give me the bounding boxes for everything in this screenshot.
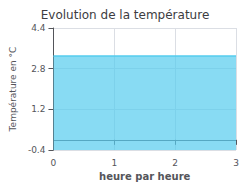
- svg-text:Evolution de la température: Evolution de la température: [41, 8, 210, 22]
- svg-text:heure par heure: heure par heure: [99, 171, 190, 182]
- svg-text:1: 1: [111, 158, 117, 168]
- svg-text:0: 0: [51, 158, 57, 168]
- svg-text:3: 3: [233, 158, 239, 168]
- svg-text:1.2: 1.2: [31, 104, 45, 114]
- svg-text:2: 2: [172, 158, 178, 168]
- svg-text:-0.4: -0.4: [28, 145, 46, 155]
- svg-text:Température en °C: Température en °C: [8, 47, 18, 133]
- svg-text:4.4: 4.4: [31, 23, 46, 33]
- svg-text:2.8: 2.8: [31, 64, 46, 74]
